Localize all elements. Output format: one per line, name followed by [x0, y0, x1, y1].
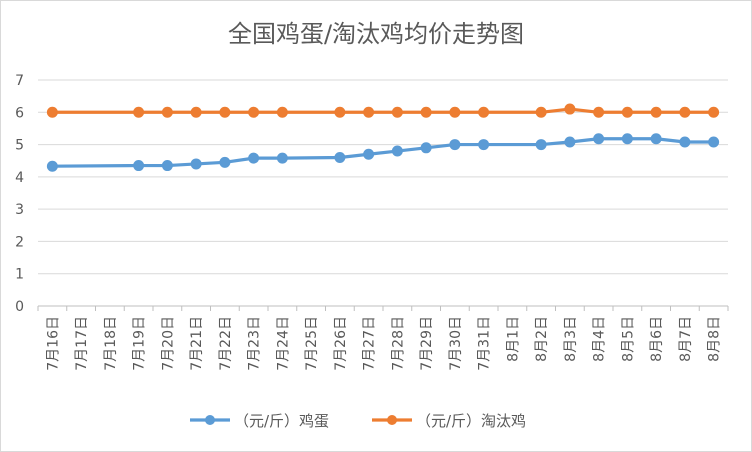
data-point-culled-hens: [621, 106, 633, 118]
data-point-culled-hens: [478, 106, 490, 118]
data-point-culled-hens: [391, 106, 403, 118]
data-point-eggs: [420, 142, 432, 154]
data-point-culled-hens: [334, 106, 346, 118]
data-point-culled-hens: [161, 106, 173, 118]
data-point-culled-hens: [708, 106, 720, 118]
x-tick-label: 7月18日: [103, 316, 119, 371]
x-tick-label: 8月6日: [649, 316, 665, 362]
x-tick-label: 8月7日: [678, 316, 694, 362]
x-tick-label: 7月26日: [333, 316, 349, 371]
legend-label-culled-hens: （元/斤）淘汰鸡: [416, 412, 526, 430]
data-point-eggs: [133, 160, 145, 172]
x-tick-label: 7月16日: [45, 316, 61, 371]
x-tick-label: 8月1日: [505, 316, 521, 362]
data-point-culled-hens: [363, 106, 375, 118]
legend-marker-culled-hens: [387, 415, 397, 425]
data-point-culled-hens: [190, 106, 202, 118]
x-tick-label: 7月28日: [390, 316, 406, 371]
data-point-eggs: [708, 136, 720, 148]
x-tick-label: 7月27日: [362, 316, 378, 371]
y-tick-label: 0: [15, 299, 24, 315]
x-tick-label: 8月3日: [563, 316, 579, 362]
data-point-eggs: [535, 139, 547, 151]
data-point-eggs: [363, 148, 375, 160]
x-tick-label: 7月24日: [275, 316, 291, 371]
x-tick-label: 7月22日: [218, 316, 234, 371]
data-point-eggs: [46, 160, 58, 172]
x-axis: 7月16日 7月17日 7月18日 7月19日 7月20日 7月21日 7月22日 7月23日…: [37, 306, 729, 371]
data-point-eggs: [219, 156, 231, 168]
legend-item-eggs: （元/斤）鸡蛋: [190, 412, 329, 430]
data-point-eggs: [248, 152, 260, 164]
data-point-culled-hens: [219, 106, 231, 118]
series-line-eggs: [50, 137, 716, 168]
x-tick-label: 7月29日: [419, 316, 435, 371]
data-point-culled-hens: [248, 106, 260, 118]
data-point-eggs: [679, 136, 691, 148]
y-axis: 0 1 2 3 4 5 6 7: [15, 73, 24, 315]
y-tick-label: 5: [15, 138, 24, 154]
x-tick-label: 7月30日: [448, 316, 464, 371]
chart-title: 全国鸡蛋/淘汰鸡均价走势图: [227, 20, 525, 48]
data-point-eggs: [276, 152, 288, 164]
data-point-culled-hens: [46, 106, 58, 118]
series-group: [46, 103, 720, 172]
data-point-eggs: [391, 145, 403, 157]
data-point-eggs: [161, 160, 173, 172]
data-point-eggs: [478, 139, 490, 151]
data-point-culled-hens: [535, 106, 547, 118]
series-line-culled-hens: [50, 107, 716, 114]
y-tick-label: 3: [15, 202, 24, 218]
legend-item-culled-hens: （元/斤）淘汰鸡: [372, 412, 526, 430]
x-tick-label: 8月4日: [592, 316, 608, 362]
data-point-eggs: [334, 151, 346, 163]
legend-marker-eggs: [205, 415, 215, 425]
data-point-culled-hens: [449, 106, 461, 118]
data-point-culled-hens: [420, 106, 432, 118]
data-point-culled-hens: [650, 106, 662, 118]
x-tick-label: 7月23日: [247, 316, 263, 371]
legend-label-eggs: （元/斤）鸡蛋: [234, 412, 329, 430]
x-tick-label: 7月21日: [189, 316, 205, 371]
data-point-eggs: [449, 139, 461, 151]
y-tick-label: 2: [15, 234, 24, 250]
data-point-culled-hens: [593, 106, 605, 118]
data-point-eggs: [564, 136, 576, 148]
x-tick-label: 7月20日: [160, 316, 176, 371]
data-point-culled-hens: [133, 106, 145, 118]
legend: （元/斤）鸡蛋 （元/斤）淘汰鸡: [190, 412, 526, 430]
x-tick-label: 7月19日: [132, 316, 148, 371]
x-tick-label: 8月5日: [620, 316, 636, 362]
x-tick-label: 7月31日: [477, 316, 493, 371]
x-tick-label: 8月8日: [707, 316, 723, 362]
data-point-eggs: [190, 158, 202, 170]
x-tick-label: 8月2日: [534, 316, 550, 362]
x-tick-label: 7月17日: [74, 316, 90, 371]
y-tick-label: 4: [15, 170, 24, 186]
data-point-culled-hens: [564, 103, 576, 115]
y-tick-label: 1: [15, 267, 24, 283]
data-point-culled-hens: [679, 106, 691, 118]
data-point-eggs: [593, 133, 605, 145]
data-point-eggs: [621, 133, 633, 145]
x-tick-label: 7月25日: [304, 316, 320, 371]
y-tick-label: 6: [15, 105, 24, 121]
y-tick-label: 7: [15, 73, 24, 89]
data-point-eggs: [650, 133, 662, 145]
data-point-culled-hens: [276, 106, 288, 118]
